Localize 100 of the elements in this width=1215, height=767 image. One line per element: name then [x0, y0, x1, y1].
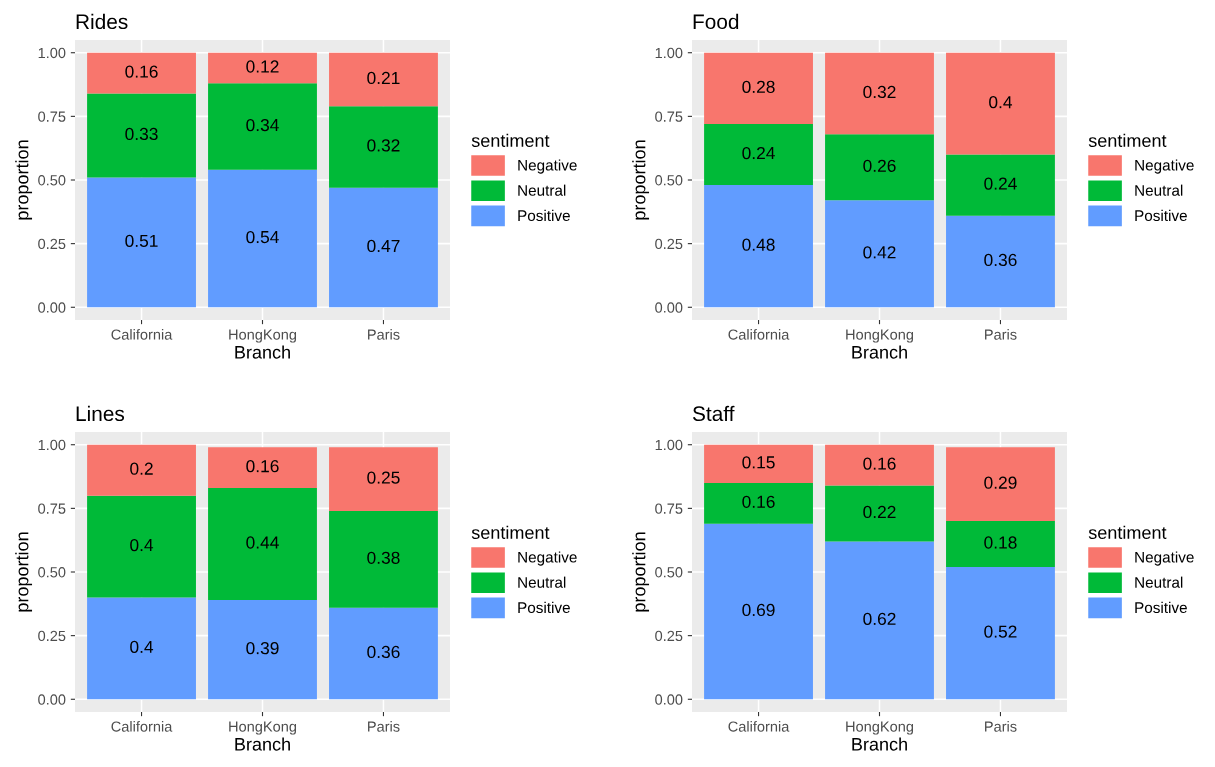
bar	[825, 52, 934, 135]
legend-label: Negative	[518, 159, 577, 174]
bar	[87, 93, 196, 178]
bar	[946, 566, 1055, 700]
y-axis-title: proportion	[632, 532, 650, 612]
bar	[704, 124, 813, 186]
data-label: 0.4	[989, 96, 1013, 109]
legend-title: sentiment	[1088, 133, 1167, 148]
bar	[208, 83, 317, 170]
y-tick-label: 0.75	[38, 503, 66, 514]
y-tick-label: 0.50	[655, 175, 683, 186]
chart-title: Food	[693, 13, 739, 30]
y-axis-title: proportion	[632, 140, 650, 220]
data-label: 0.4	[130, 538, 154, 552]
data-label: 0.34	[246, 118, 279, 132]
data-label: 0.42	[863, 246, 896, 259]
x-tick-label: California	[111, 329, 173, 340]
x-axis-title: Branch	[235, 737, 290, 751]
bar	[946, 52, 1055, 155]
y-axis-title: proportion	[15, 532, 33, 612]
bar	[329, 607, 438, 700]
y-tick-label: 0.50	[655, 567, 683, 578]
data-label: 0.48	[742, 238, 775, 251]
y-tick-label: 0.00	[655, 302, 683, 313]
bar	[208, 447, 317, 488]
data-label: 0.44	[246, 536, 279, 549]
bar	[704, 52, 813, 124]
chart-title: Staff	[692, 405, 735, 422]
data-label: 0.39	[246, 642, 279, 655]
data-label: 0.47	[367, 239, 400, 253]
bar	[704, 523, 813, 700]
bar	[329, 510, 438, 608]
legend-label: Positive	[1135, 209, 1187, 222]
data-label: 0.25	[367, 471, 400, 484]
bar	[825, 541, 934, 700]
y-tick-label: 0.25	[38, 238, 66, 250]
bar	[329, 52, 438, 107]
bar	[87, 177, 196, 308]
x-tick-label: HongKong	[229, 721, 297, 735]
legend-label: Neutral	[1135, 184, 1183, 196]
data-label: 0.21	[367, 71, 400, 85]
bar	[946, 447, 1055, 522]
bar	[825, 444, 934, 486]
data-label: 0.16	[742, 495, 775, 508]
data-label: 0.51	[125, 234, 158, 248]
data-label: 0.69	[742, 603, 775, 617]
bar	[704, 185, 813, 308]
bar	[825, 485, 934, 542]
y-tick-label: 0.75	[655, 503, 683, 514]
x-axis-title: Branch	[852, 345, 907, 359]
y-tick-label: 0.75	[655, 111, 683, 122]
bar	[946, 521, 1055, 567]
bar	[946, 215, 1055, 308]
chart-title: Rides	[76, 13, 128, 30]
y-tick-label: 0.25	[38, 630, 66, 642]
data-label: 0.32	[367, 139, 400, 152]
data-label: 0.2	[130, 462, 153, 475]
bar	[87, 597, 196, 700]
y-axis-title: proportion	[15, 140, 33, 220]
data-label: 0.36	[367, 645, 400, 659]
data-label: 0.24	[984, 177, 1017, 190]
legend-label: Negative	[1135, 159, 1194, 174]
bar	[87, 52, 196, 94]
x-axis-title: Branch	[852, 737, 907, 751]
y-tick-label: 1.00	[38, 47, 66, 59]
x-tick-label: Paris	[985, 329, 1017, 340]
data-label: 0.62	[863, 612, 896, 626]
bar	[825, 200, 934, 308]
legend-label: Positive	[518, 209, 570, 222]
bar	[87, 444, 196, 496]
legend-label: Positive	[518, 601, 570, 614]
y-tick-label: 0.00	[655, 694, 683, 705]
legend-title: sentiment	[1088, 525, 1167, 540]
data-label: 0.16	[863, 457, 896, 470]
data-label: 0.29	[984, 476, 1017, 489]
y-tick-label: 1.00	[38, 439, 66, 451]
y-tick-label: 0.00	[38, 302, 66, 313]
y-tick-label: 0.00	[38, 694, 66, 705]
bar	[208, 169, 317, 308]
bar	[208, 488, 317, 600]
x-tick-label: California	[728, 329, 790, 340]
legend-title: sentiment	[471, 133, 550, 148]
y-tick-label: 0.25	[655, 238, 683, 250]
data-label: 0.26	[863, 159, 896, 172]
data-label: 0.16	[246, 460, 279, 473]
data-label: 0.22	[863, 505, 896, 519]
legend-label: Neutral	[518, 184, 566, 196]
data-label: 0.24	[742, 146, 775, 160]
data-label: 0.16	[125, 65, 158, 78]
x-tick-label: California	[728, 721, 790, 732]
bar	[329, 187, 438, 308]
bar	[825, 134, 934, 201]
y-tick-label: 0.25	[655, 630, 683, 642]
bar	[704, 444, 813, 483]
x-axis-title: Branch	[235, 345, 290, 359]
bar	[704, 482, 813, 524]
data-label: 0.54	[246, 230, 279, 244]
x-tick-label: Paris	[985, 721, 1017, 732]
bar	[87, 495, 196, 598]
legend-label: Positive	[1135, 601, 1187, 614]
